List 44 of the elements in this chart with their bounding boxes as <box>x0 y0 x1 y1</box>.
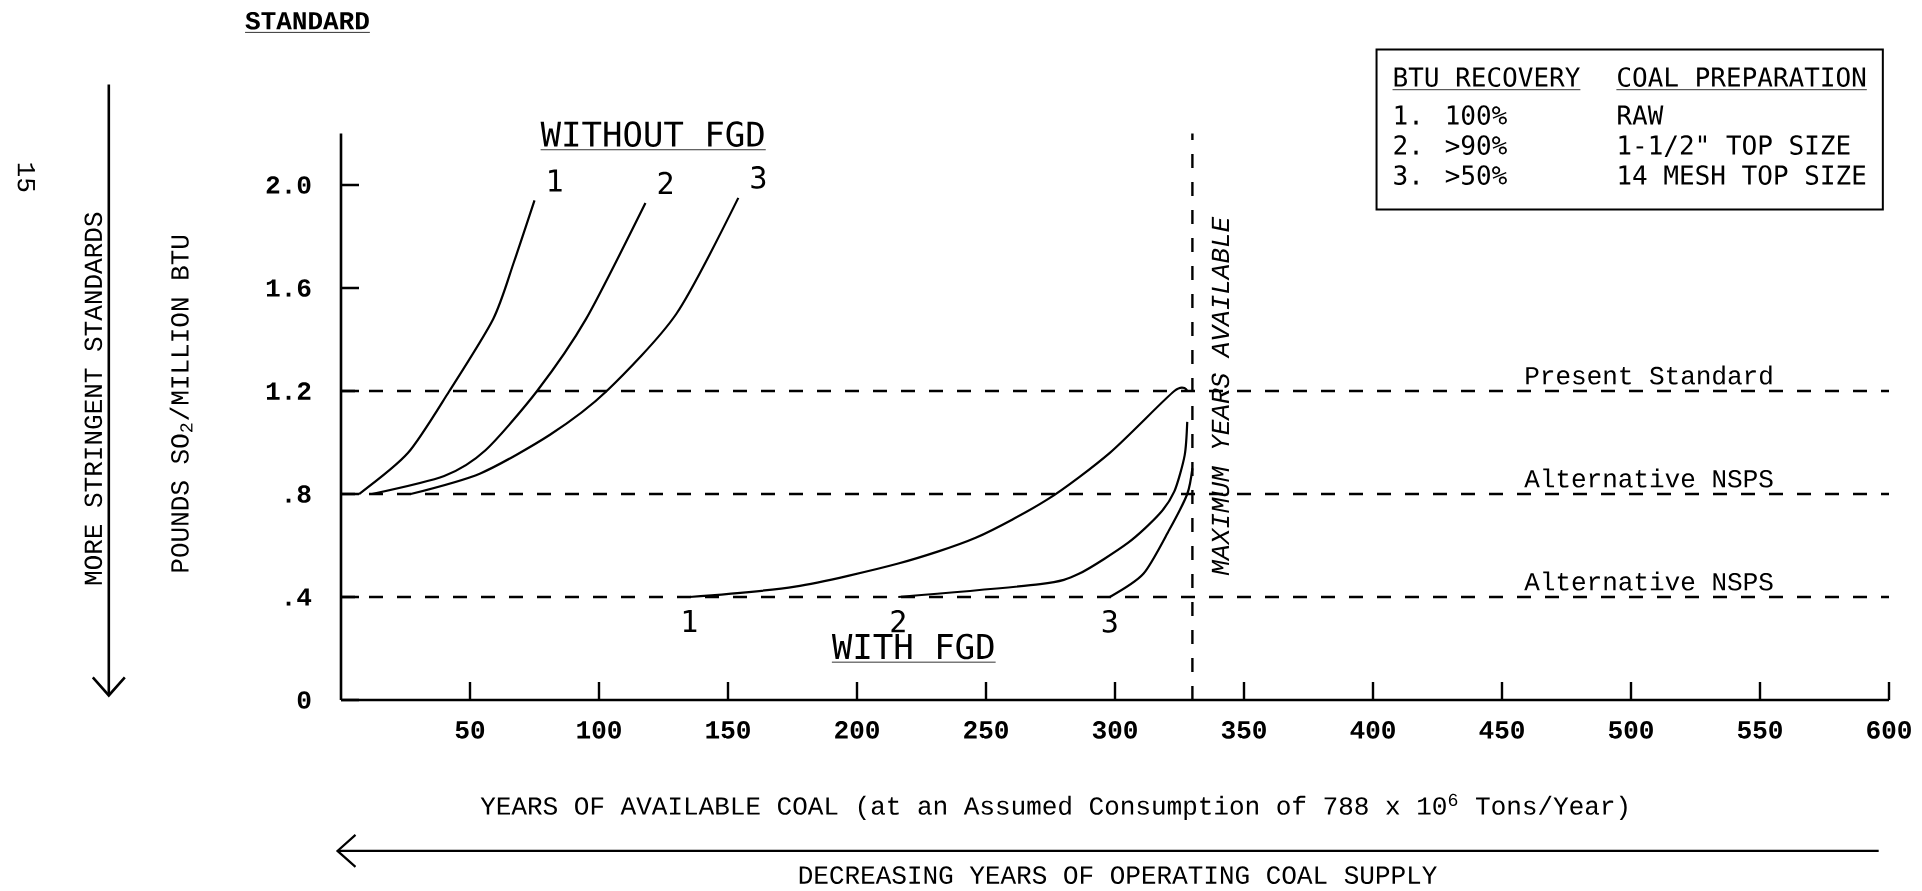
text: COAL PREPARATION <box>1618 67 1866 87</box>
text: MORE STRINGENT STANDARDS <box>84 212 103 585</box>
y-axis-title: POUNDS SO$_{2}$/MILLION BTU <box>169 235 193 572</box>
x-tick-label: 300 <box>1092 721 1137 739</box>
x-axis-title: YEARS OF AVAILABLE COAL (at an Assumed Consumption of 788 x 10$^{6}$ Tons/Year) <box>480 793 1627 820</box>
annotation: 3. >50% <box>1394 165 1507 185</box>
y-tick-label: 0 <box>297 691 311 709</box>
ref-line-label: Alternative NSPS <box>1524 571 1773 591</box>
text: BTU RECOVERY <box>1394 67 1580 87</box>
ref-line-label: MAXIMUM YEARS AVAILABLE <box>1211 216 1230 576</box>
annotation: WITH FGD <box>831 633 994 660</box>
series-label: 3 <box>751 166 766 189</box>
x-tick-label: 50 <box>455 721 485 739</box>
annotation: 14 MESH TOP SIZE <box>1619 165 1866 185</box>
x-tick-label: 500 <box>1608 721 1653 739</box>
x-tick-label: 400 <box>1350 721 1395 739</box>
x-tick-label: 550 <box>1737 721 1782 739</box>
text: RAW <box>1618 105 1664 125</box>
x-tick-label: 350 <box>1221 721 1266 739</box>
x-tick-label: 100 <box>577 721 621 739</box>
y-tick-label: .4 <box>286 588 312 606</box>
series-label: 1 <box>683 610 697 632</box>
series-label: 2 <box>891 610 905 633</box>
ref-line-label: Present Standard <box>1526 365 1772 385</box>
series-label: 1 <box>549 169 562 192</box>
x-tick-label: 450 <box>1479 721 1524 739</box>
x-tick-label: 600 <box>1867 721 1911 739</box>
annotation: 2. >90% <box>1394 135 1507 155</box>
annotation: 1-1/2" TOP SIZE <box>1619 135 1850 157</box>
x-tick-label: 200 <box>835 721 879 739</box>
text: STANDARD <box>245 11 369 30</box>
text: DECREASING YEARS OF OPERATING COAL SUPPLY <box>799 866 1437 884</box>
series-label: 2 <box>658 171 672 194</box>
series-label: 3 <box>1102 610 1117 633</box>
ref-line-label: Alternative NSPS <box>1524 468 1773 488</box>
annotation: WITHOUT FGD <box>540 121 764 147</box>
y-tick-label: 1.6 <box>266 279 311 297</box>
x-tick-label: 150 <box>706 721 750 739</box>
x-tick-label: 250 <box>964 721 1008 739</box>
y-tick-label: 1.2 <box>266 382 311 400</box>
text: 15 <box>17 163 35 192</box>
y-tick-label: 2.0 <box>266 176 311 194</box>
text: 1. 100% <box>1395 105 1507 125</box>
y-tick-label: .8 <box>286 485 311 503</box>
